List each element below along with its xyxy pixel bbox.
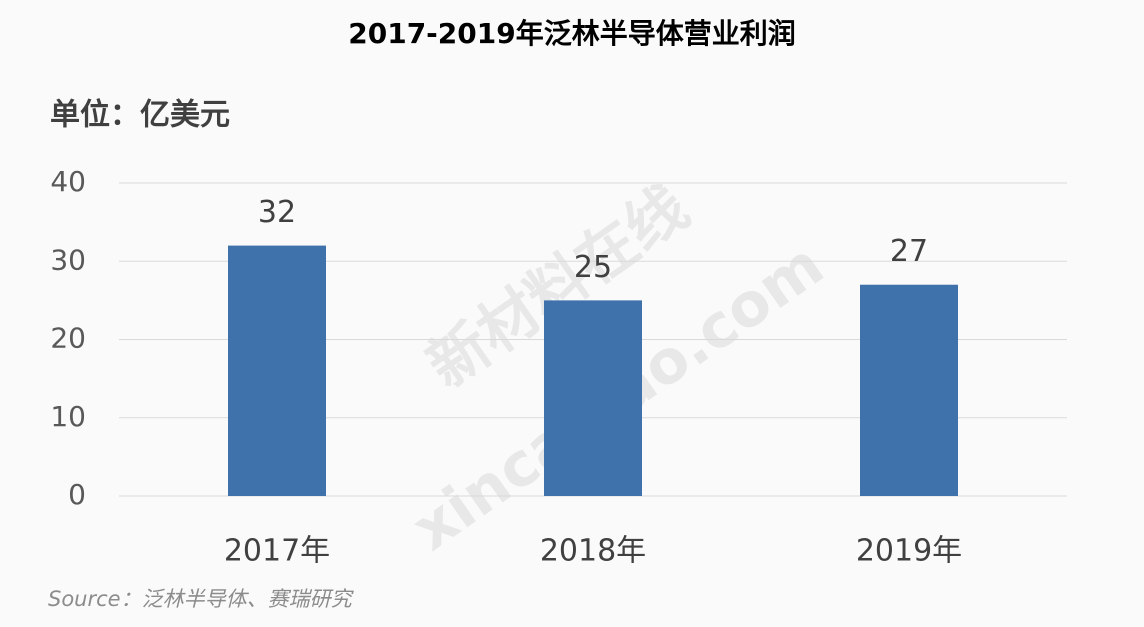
bar <box>860 284 958 496</box>
data-label: 27 <box>890 234 928 269</box>
source: Source：泛林半导体、赛瑞研究 <box>48 587 355 611</box>
y-tick-label: 0 <box>68 478 86 511</box>
data-label: 32 <box>258 195 296 230</box>
y-tick-label: 40 <box>50 165 86 198</box>
data-label: 25 <box>574 250 612 285</box>
chart-title: 2017-2019年泛林半导体营业利润 <box>348 17 795 50</box>
x-tick-label: 2018年 <box>540 534 646 569</box>
unit-label: 单位：亿美元 <box>50 98 230 133</box>
bar <box>544 300 642 496</box>
y-tick-label: 20 <box>50 322 86 355</box>
x-tick-label: 2017年 <box>224 534 330 569</box>
y-tick-label: 30 <box>50 243 86 276</box>
bar <box>228 245 326 496</box>
x-tick-label: 2019年 <box>856 534 962 569</box>
y-tick-label: 10 <box>50 400 86 433</box>
